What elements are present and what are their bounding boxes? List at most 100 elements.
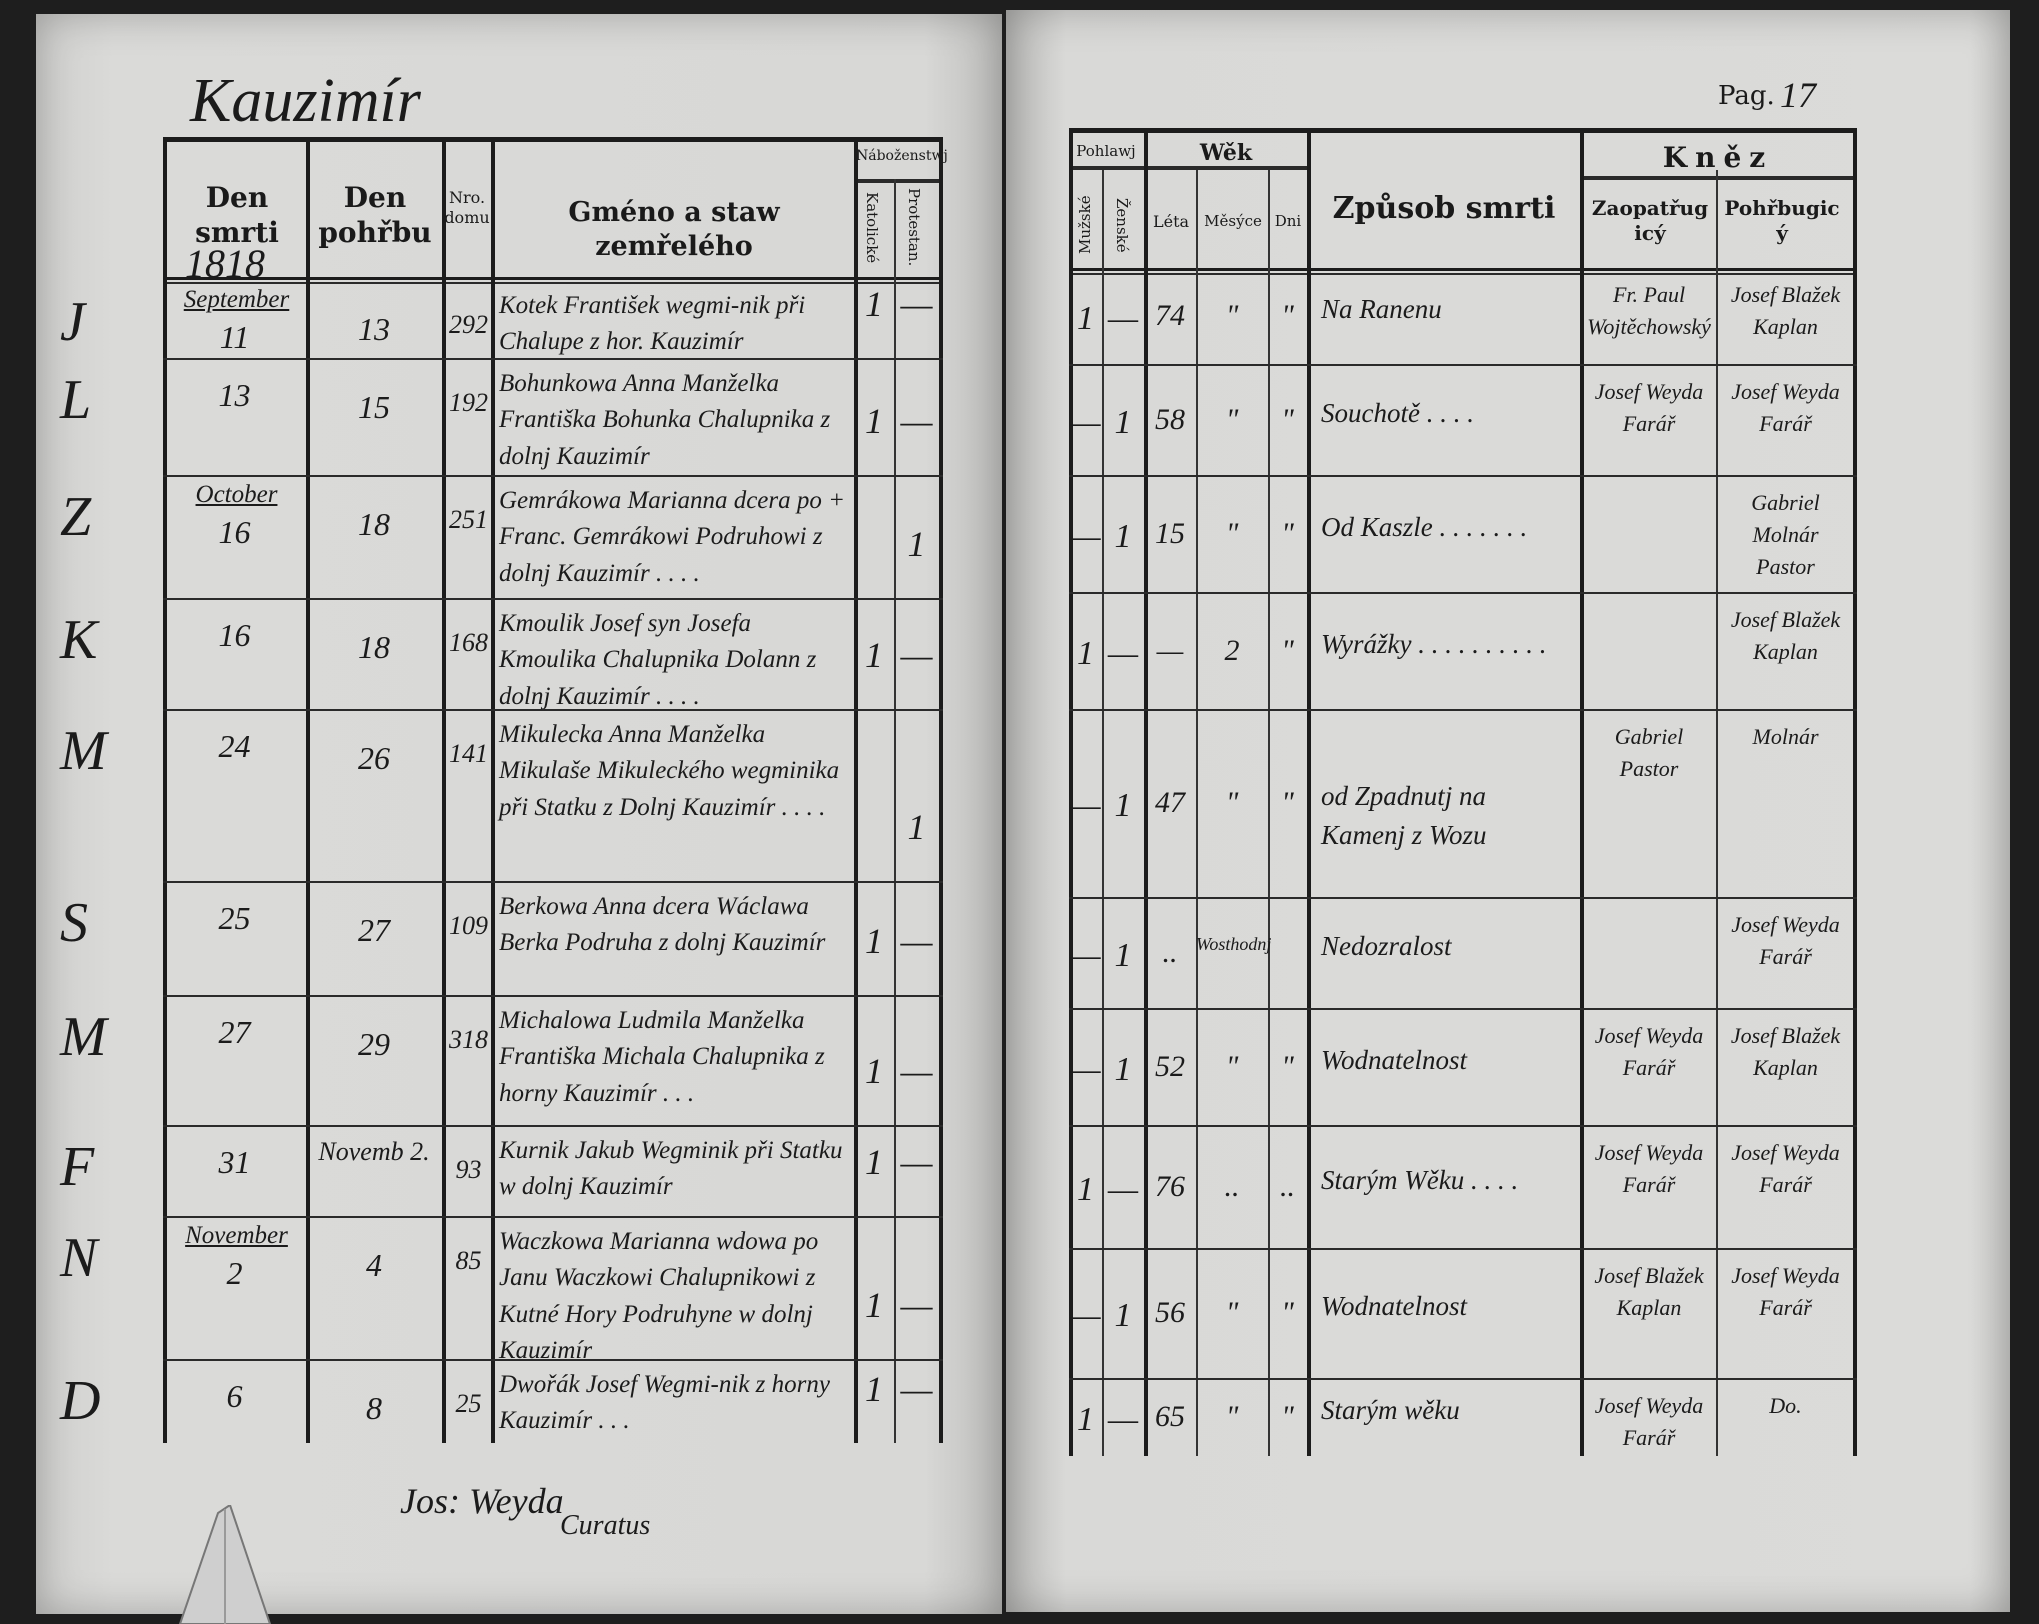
deceased-name: Michalowa Ludmila Manželka Františka Mic… xyxy=(499,1007,825,1107)
death-month: September xyxy=(183,286,290,313)
deceased-name: Bohunkowa Anna Manželka Františka Bohunk… xyxy=(499,370,831,470)
signature-title: Curatus xyxy=(560,1510,651,1541)
male-count: 1 xyxy=(1077,1401,1094,1438)
page-label: Pag. xyxy=(1718,81,1775,111)
row-divider xyxy=(1069,1378,1857,1380)
male-count: 1 xyxy=(1077,299,1094,337)
row-divider xyxy=(1069,897,1857,899)
cause-of-death: Wyrážky . . . . . . . . . . xyxy=(1321,628,1547,659)
header-mesyce: Měsýce xyxy=(1204,212,1262,230)
house-number: 85 xyxy=(455,1246,482,1275)
house-number: 141 xyxy=(449,739,488,768)
age-months: " xyxy=(1225,1296,1239,1329)
priest-provided: Gabriel Pastor xyxy=(1614,724,1684,781)
margin-index-mark: Z xyxy=(60,486,92,548)
male-count: 1 xyxy=(1077,634,1094,672)
table-border-top xyxy=(1069,128,1857,133)
left-page xyxy=(36,14,1002,1614)
female-count: 1 xyxy=(1114,403,1132,441)
protestant-count: — xyxy=(900,1369,933,1409)
death-day: 16 xyxy=(218,514,251,550)
female-count: — xyxy=(1107,1170,1139,1208)
death-day: 24 xyxy=(218,728,251,764)
margin-index-mark: M xyxy=(60,720,107,782)
row-divider xyxy=(1069,475,1857,477)
catholic-count: 1 xyxy=(865,284,883,324)
margin-index-mark: L xyxy=(60,369,92,431)
age-years: 65 xyxy=(1155,1400,1185,1433)
header-muzske: Mužské xyxy=(1076,195,1094,255)
burial-day: 27 xyxy=(358,912,390,948)
priest-provided: Josef Weyda Farář xyxy=(1594,379,1704,436)
house-number: 25 xyxy=(455,1389,482,1418)
table-border-top xyxy=(163,137,943,142)
row-divider xyxy=(163,995,943,997)
age-years: 56 xyxy=(1155,1296,1185,1329)
age-years: 76 xyxy=(1155,1169,1185,1203)
cause-of-death: Starým wěku xyxy=(1321,1395,1460,1425)
catholic-count: 1 xyxy=(865,1142,883,1182)
column-rule xyxy=(491,137,495,1443)
age-months: " xyxy=(1225,298,1239,332)
row-divider xyxy=(1069,592,1857,594)
cause-of-death: Souchotě . . . . xyxy=(1321,397,1474,428)
header-nabozenstvi: Náboženstwj xyxy=(856,148,948,164)
protestant-count: 1 xyxy=(907,524,926,564)
header-jmeno: Gméno a staw zemřelého xyxy=(568,197,780,262)
death-day: 16 xyxy=(218,617,251,653)
column-rule xyxy=(1307,128,1311,1456)
header-divider xyxy=(163,282,943,284)
burial-day: 15 xyxy=(358,389,390,425)
margin-index-mark: F xyxy=(60,1136,95,1198)
header-pohlawj: Pohlawj xyxy=(1076,142,1136,160)
priest-provided: Josef Weyda Farář xyxy=(1594,1023,1704,1080)
burial-day: 13 xyxy=(358,311,390,347)
age-days: " xyxy=(1281,633,1294,667)
header-katolicke: Katolické xyxy=(862,191,881,264)
age-days: " xyxy=(1281,516,1294,550)
age-months: " xyxy=(1225,786,1239,819)
header-dni: Dni xyxy=(1274,212,1302,230)
house-number: 251 xyxy=(449,505,488,534)
age-days: " xyxy=(1281,786,1294,819)
margin-index-mark: N xyxy=(60,1227,98,1289)
place-title: Kauzimír xyxy=(190,67,421,135)
priest-provided: Josef Blažek Kaplan xyxy=(1594,1263,1704,1320)
burial-day: 8 xyxy=(366,1390,382,1426)
header-divider xyxy=(1069,268,1857,271)
column-rule xyxy=(306,137,310,1443)
margin-index-mark: M xyxy=(60,1006,107,1068)
age-days: .. xyxy=(1280,1169,1295,1203)
row-divider xyxy=(1069,709,1857,711)
burial-day: 18 xyxy=(358,629,390,665)
age-years: 47 xyxy=(1155,786,1185,819)
row-divider xyxy=(1069,1248,1857,1250)
age-divider xyxy=(1144,166,1307,170)
sex-divider xyxy=(1069,166,1144,170)
death-day: 13 xyxy=(218,377,251,413)
column-rule xyxy=(1580,128,1584,1456)
column-rule xyxy=(1196,170,1198,1456)
row-divider xyxy=(163,709,943,711)
age-months: " xyxy=(1225,402,1239,436)
margin-index-mark: S xyxy=(60,892,88,954)
cause-of-death: Nedozralost xyxy=(1321,930,1452,961)
deceased-name: Gemrákowa Marianna dcera po + Franc. Gem… xyxy=(499,487,845,587)
age-years: — xyxy=(1156,633,1184,667)
deceased-name: Kurnik Jakub Wegminik při Statku w dolnj… xyxy=(499,1137,843,1201)
deceased-name: Dwořák Josef Wegmi-nik z horny Kauzimír … xyxy=(499,1371,830,1435)
page-number: 17 xyxy=(1780,75,1816,115)
deceased-name: Berkowa Anna dcera Wáclawa Berka Podruha… xyxy=(499,893,826,957)
header-pohrbugicy: Pohřbugicý xyxy=(1724,196,1840,245)
female-count: 1 xyxy=(1114,1297,1132,1334)
column-rule xyxy=(163,137,167,1443)
row-divider xyxy=(1069,1125,1857,1127)
house-number: 109 xyxy=(449,911,488,940)
female-count: 1 xyxy=(1114,787,1132,824)
death-month: November xyxy=(185,1222,288,1249)
age-months: .. xyxy=(1224,1169,1240,1203)
priest-buried: Josef Blažek Kaplan xyxy=(1730,607,1841,664)
death-day: 27 xyxy=(218,1014,251,1050)
priest-buried: Josef Weyda Farář xyxy=(1731,1263,1840,1320)
female-count: 1 xyxy=(1114,517,1132,555)
